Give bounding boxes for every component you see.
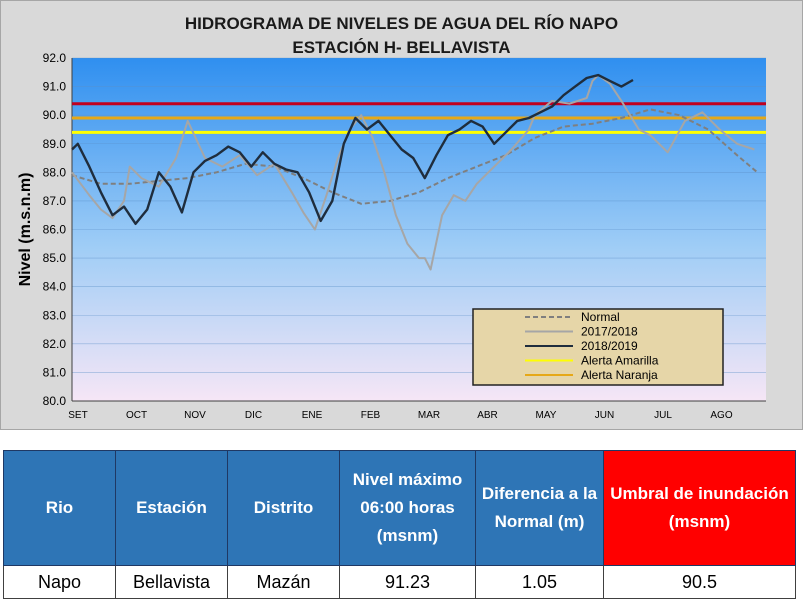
y-tick-label: 91.0 [43,80,67,94]
cell-distrito: Mazán [227,565,340,599]
station-table: Rio Estación Distrito Nivel máximo 06:00… [3,450,796,599]
y-tick-label: 90.0 [43,108,67,122]
y-tick-label: 80.0 [43,394,67,408]
table-header-row: Rio Estación Distrito Nivel máximo 06:00… [3,450,796,566]
legend-label: Alerta Naranja [581,368,658,382]
hydrograph-chart: 80.0 81.0 82.0 83.0 84.0 85.0 86.0 87.0 88.0 89.0… [17,51,766,421]
cell-nivel-maximo: 91.23 [339,565,476,599]
x-tick-label: JUL [654,410,672,421]
legend-box [472,308,724,386]
header-rio: Rio [3,450,116,566]
x-tick-label: SET [68,410,87,421]
y-tick-label: 84.0 [43,280,67,294]
cell-estacion: Bellavista [115,565,228,599]
x-tick-label: NOV [184,410,206,421]
y-axis-label: Nivel (m.s.n.m) [17,173,34,287]
x-tick-label: FEB [361,410,381,421]
header-diferencia-normal: Diferencia a la Normal (m) [475,450,604,566]
header-distrito: Distrito [227,450,340,566]
y-tick-label: 89.0 [43,137,67,151]
y-tick-label: 81.0 [43,365,67,379]
y-tick-label: 82.0 [43,337,67,351]
series-line [71,73,634,225]
y-tick-label: 87.0 [43,194,67,208]
chart-subtitle: ESTACIÓN H- BELLAVISTA [292,38,511,57]
x-tick-label: ABR [477,410,498,421]
header-nivel-maximo: Nivel máximo 06:00 horas (msnm) [339,450,476,566]
x-tick-label: ENE [302,410,323,421]
x-tick-label: AGO [710,410,732,421]
legend-label: Normal [581,310,620,324]
y-tick-label: 86.0 [43,223,67,237]
legend-label: 2017/2018 [581,325,638,339]
y-tick-label: 83.0 [43,308,67,322]
y-tick-label: 92.0 [43,51,67,65]
x-tick-label: OCT [126,410,147,421]
cell-rio: Napo [3,565,116,599]
series-line [71,74,755,271]
cell-diferencia-normal: 1.05 [475,565,604,599]
chart-title: HIDROGRAMA DE NIVELES DE AGUA DEL RÍO NA… [184,14,619,33]
y-tick-label: 88.0 [43,165,67,179]
x-tick-label: MAR [418,410,440,421]
legend-label: 2018/2019 [581,339,638,353]
y-tick-label: 85.0 [43,251,67,265]
header-umbral-inundacion: Umbral de inundación (msnm) [603,450,796,566]
x-tick-label: DIC [245,410,262,421]
legend-label: Alerta Amarilla [581,354,659,368]
x-tick-label: MAY [536,410,557,421]
header-estacion: Estación [115,450,228,566]
x-tick-label: JUN [595,410,614,421]
table-row: Napo Bellavista Mazán 91.23 1.05 90.5 [3,565,796,599]
cell-umbral-inundacion: 90.5 [603,565,796,599]
